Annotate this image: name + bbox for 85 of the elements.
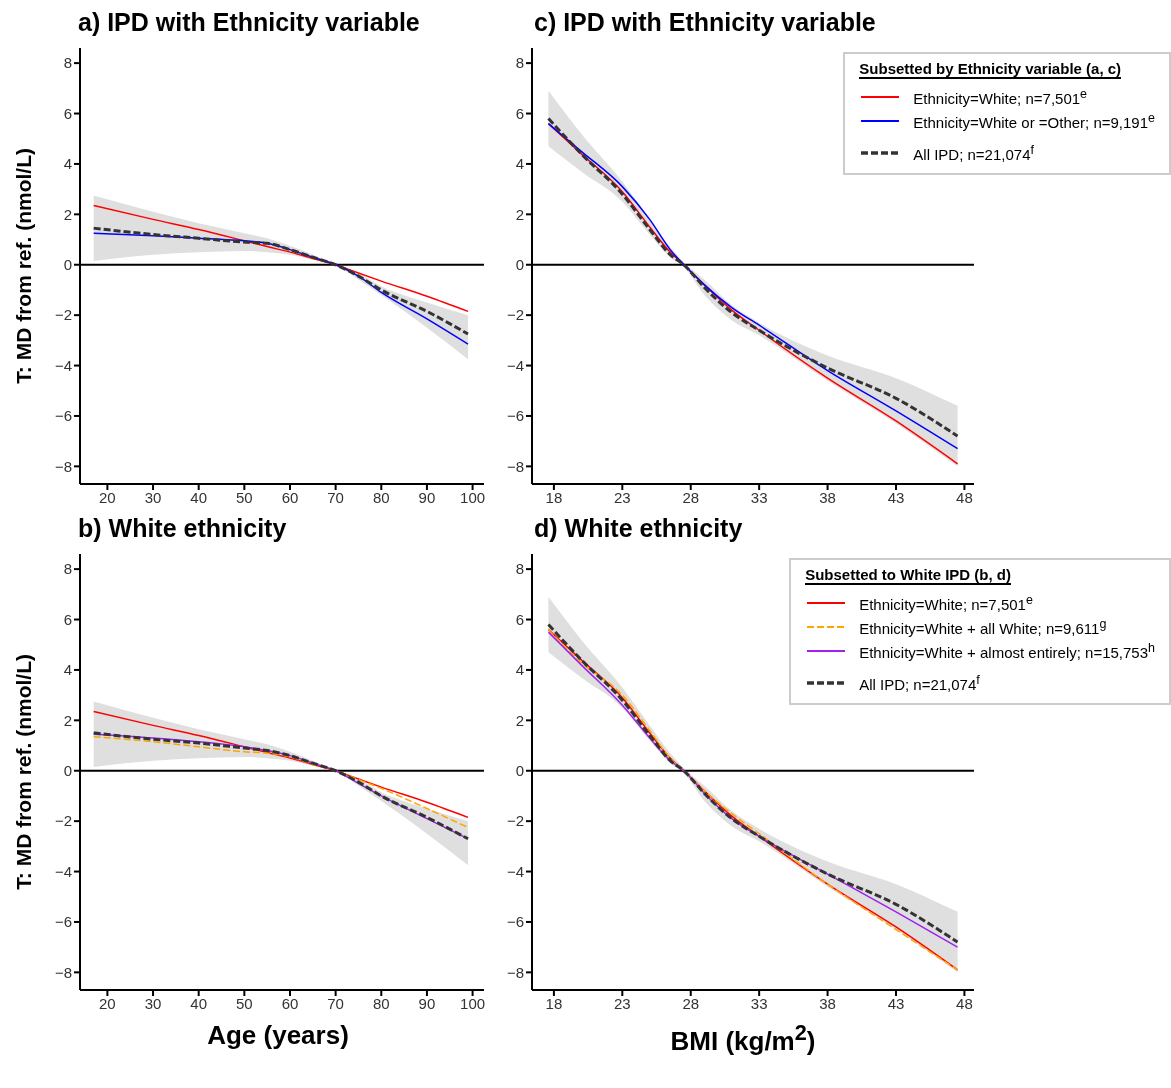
legend-label: Ethnicity=White; n=7,501$^{e}$ [913,87,1088,107]
y-tick-label: 4 [515,661,524,679]
x-tick-label: 100 [460,994,486,1012]
y-tick-label: −2 [506,306,524,324]
y-tick-label: −8 [54,457,72,475]
chart-title: c) IPD with Ethnicity variable [533,8,877,38]
y-axis-title: T: MD from ref. (nmol/L) [12,654,36,890]
legend-title: Subsetted to White IPD (b, d) [805,566,1011,585]
x-tick-label: 90 [418,488,436,506]
legend-label: Ethnicity=White or =Other; n=9,191$^{e}$ [913,111,1155,131]
x-tick-label: 48 [956,994,973,1012]
x-tick-label: 18 [545,994,563,1012]
y-tick-label: 2 [63,205,72,223]
y-tick-label: −4 [54,356,72,374]
y-tick-label: −6 [506,407,524,425]
x-tick-label: 30 [144,994,162,1012]
y-tick-label: −4 [506,356,524,374]
x-tick-label: 28 [682,488,700,506]
y-tick-label: 8 [63,560,72,578]
y-tick-label: −2 [54,812,72,830]
y-tick-label: 6 [515,104,524,122]
y-tick-label: 2 [515,205,524,223]
x-tick-label: 90 [418,994,436,1012]
x-tick-label: 80 [372,994,390,1012]
x-tick-label: 40 [190,488,208,506]
x-tick-label: 20 [99,488,116,506]
y-tick-label: 8 [515,54,524,72]
y-axis-title: T: MD from ref. (nmol/L) [12,148,36,384]
y-tick-label: −6 [54,913,72,931]
x-tick-label: 43 [887,994,905,1012]
x-tick-label: 60 [281,994,299,1012]
legend-label: All IPD; n=21,074$^{f}$ [913,143,1034,163]
x-tick-label: 18 [545,488,563,506]
legend-label: Ethnicity=White + almost entirely; n=15,753$^{h}$ [859,641,1155,661]
y-tick-label: 8 [515,560,524,578]
x-axis-title: Age (years) [206,1020,350,1052]
x-tick-label: 38 [819,994,836,1012]
y-tick-label: 0 [63,762,72,780]
y-tick-label: 2 [63,711,72,729]
chart-title: a) IPD with Ethnicity variable [77,8,421,38]
y-tick-label: 8 [63,54,72,72]
y-tick-label: −4 [506,862,524,880]
x-tick-label: 60 [281,488,299,506]
y-tick-label: 6 [63,610,72,628]
legend-title: Subsetted by Ethnicity variable (a, c) [859,60,1122,79]
x-tick-label: 28 [682,994,700,1012]
x-tick-label: 33 [750,994,768,1012]
x-tick-label: 80 [372,488,390,506]
x-tick-label: 70 [327,994,344,1012]
x-tick-label: 23 [613,488,631,506]
y-tick-label: −4 [54,862,72,880]
x-tick-label: 70 [327,488,344,506]
y-tick-label: −2 [54,306,72,324]
legend-label: Ethnicity=White; n=7,501$^{e}$ [859,593,1033,613]
y-tick-label: 6 [515,610,524,628]
y-tick-label: 6 [63,104,72,122]
x-tick-label: 33 [750,488,768,506]
y-tick-label: 4 [515,155,524,173]
x-axis-title: BMI (kg/m$^{2}$) [669,1020,817,1058]
y-tick-label: 2 [515,711,524,729]
x-tick-label: 43 [887,488,905,506]
y-tick-label: −8 [54,963,72,981]
x-tick-label: 30 [144,488,162,506]
y-tick-label: −8 [506,457,524,475]
y-tick-label: 4 [63,155,72,173]
y-tick-label: 0 [515,762,524,780]
y-tick-label: −2 [506,812,524,830]
x-tick-label: 50 [236,488,253,506]
x-tick-label: 38 [819,488,836,506]
x-tick-label: 50 [236,994,253,1012]
x-tick-label: 20 [99,994,116,1012]
y-tick-label: 4 [63,661,72,679]
chart-title: b) White ethnicity [77,514,288,544]
y-tick-label: −6 [506,913,524,931]
y-tick-label: 0 [63,256,72,274]
y-tick-label: −6 [54,407,72,425]
x-tick-label: 40 [190,994,208,1012]
x-tick-label: 100 [460,488,486,506]
y-tick-label: 0 [515,256,524,274]
legend-label: Ethnicity=White + all White; n=9,611$^{g}$ [859,617,1107,637]
legend-label: All IPD; n=21,074$^{f}$ [859,673,980,693]
x-tick-label: 23 [613,994,631,1012]
x-tick-label: 48 [956,488,973,506]
y-tick-label: −8 [506,963,524,981]
chart-title: d) White ethnicity [533,514,744,544]
